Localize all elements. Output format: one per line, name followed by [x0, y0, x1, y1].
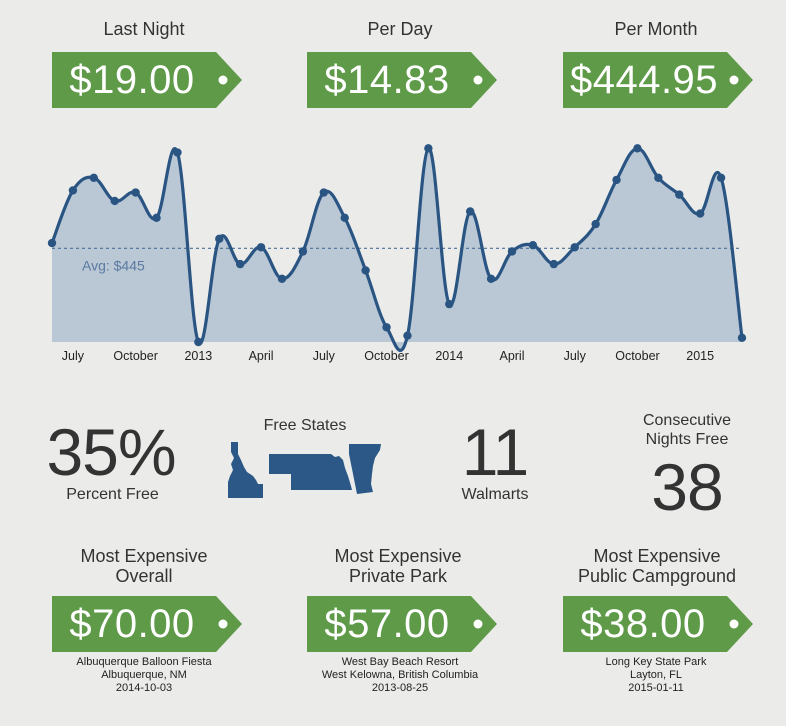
data-point	[570, 243, 579, 252]
per-day-price-tag: $14.83	[307, 52, 497, 108]
data-point	[633, 144, 642, 153]
data-point	[47, 238, 57, 248]
public-place-location: Layton, FL	[630, 669, 682, 681]
public-title-line1: Most Expensive	[593, 546, 721, 566]
x-tick-label: 2013	[184, 349, 212, 363]
data-point	[194, 337, 203, 347]
data-point	[173, 148, 182, 157]
data-point	[716, 173, 726, 182]
data-point	[445, 299, 454, 309]
data-point	[507, 247, 517, 256]
x-tick-label: July	[564, 349, 587, 363]
data-point	[235, 259, 245, 269]
overall-title-line1: Most Expensive	[80, 546, 208, 566]
price-tag-shape	[563, 596, 753, 652]
data-point	[737, 333, 747, 342]
last-night-price-tag: $19.00	[52, 52, 242, 108]
public-price-tag: $38.00	[563, 596, 753, 652]
data-point	[612, 175, 621, 185]
x-tick-label: October	[615, 349, 659, 363]
last-night-value: $19.00	[69, 58, 195, 102]
data-point	[424, 144, 433, 153]
data-point	[549, 259, 559, 269]
x-tick-label: October	[113, 349, 157, 363]
x-tick-label: April	[249, 349, 274, 363]
price-tag-shape	[307, 52, 497, 108]
x-tick-label: 2015	[686, 349, 714, 363]
public-value: $38.00	[580, 602, 706, 646]
free-states-maps	[228, 442, 381, 498]
overall-place-name: Albuquerque Balloon Fiesta	[76, 656, 212, 668]
data-point	[361, 266, 370, 275]
public-place-date: 2015-01-11	[628, 682, 684, 694]
data-point	[486, 274, 496, 284]
data-point	[675, 190, 684, 199]
per-day-title: Per Day	[367, 19, 433, 39]
monthly-cost-chart: Avg: $445 July October 2013 April July October…	[47, 144, 747, 363]
private-title-line1: Most Expensive	[334, 546, 462, 566]
data-point	[152, 213, 161, 222]
x-tick-label: April	[499, 349, 524, 363]
private-price-tag: $57.00	[307, 596, 497, 652]
data-point	[256, 243, 266, 252]
data-point	[298, 247, 308, 256]
x-tick-label: July	[62, 349, 85, 363]
price-tag-shape	[52, 52, 242, 108]
private-value: $57.00	[324, 602, 450, 646]
last-night-title: Last Night	[103, 19, 185, 39]
walmarts-label: Walmarts	[461, 486, 529, 503]
data-point	[403, 331, 412, 340]
data-point	[89, 173, 99, 182]
data-point	[591, 219, 600, 229]
consecutive-label-line2: Nights Free	[645, 431, 729, 448]
price-tag-shape	[307, 596, 497, 652]
price-tag-shape	[52, 596, 242, 652]
private-place-location: West Kelowna, British Columbia	[321, 669, 479, 681]
nebraska-icon	[269, 454, 352, 490]
x-tick-label: July	[313, 349, 336, 363]
data-point	[215, 234, 224, 244]
data-point	[110, 196, 119, 206]
private-place-date: 2013-08-25	[371, 682, 429, 694]
price-tag-shape	[563, 52, 753, 108]
data-point	[528, 240, 538, 250]
consecutive-value: 38	[651, 450, 723, 524]
x-tick-label: 2014	[435, 349, 463, 363]
x-tick-label: October	[364, 349, 408, 363]
chart-area-fill	[52, 148, 742, 351]
vermont-icon	[349, 444, 381, 494]
per-day-value: $14.83	[324, 58, 450, 102]
data-point	[319, 188, 329, 197]
walmarts-value: 11	[461, 415, 530, 489]
data-point	[695, 209, 705, 218]
overall-value: $70.00	[69, 602, 195, 646]
overall-price-tag: $70.00	[52, 596, 242, 652]
percent-free-label: Percent Free	[66, 486, 159, 503]
data-point	[465, 207, 475, 216]
overall-title-line2: Overall	[115, 566, 173, 586]
per-month-price-tag: $444.95	[563, 52, 753, 108]
idaho-icon	[228, 442, 263, 498]
overall-place-location: Albuquerque, NM	[101, 669, 187, 681]
public-title-line2: Public Campground	[577, 566, 737, 586]
data-point	[654, 173, 663, 182]
average-label: Avg: $445	[82, 257, 145, 273]
public-place-name: Long Key State Park	[605, 656, 707, 668]
per-month-title: Per Month	[614, 19, 698, 39]
overall-place-date: 2014-10-03	[115, 682, 173, 694]
data-point	[340, 213, 349, 222]
data-point	[277, 274, 287, 284]
private-title-line2: Private Park	[348, 566, 448, 586]
data-point	[68, 186, 78, 195]
data-point	[382, 323, 391, 332]
consecutive-label-line1: Consecutive	[642, 412, 732, 429]
free-states-label: Free States	[263, 417, 347, 434]
private-place-name: West Bay Beach Resort	[341, 656, 459, 668]
per-month-value: $444.95	[569, 58, 719, 102]
data-point	[131, 188, 140, 197]
percent-free-value: 35%	[46, 415, 176, 489]
